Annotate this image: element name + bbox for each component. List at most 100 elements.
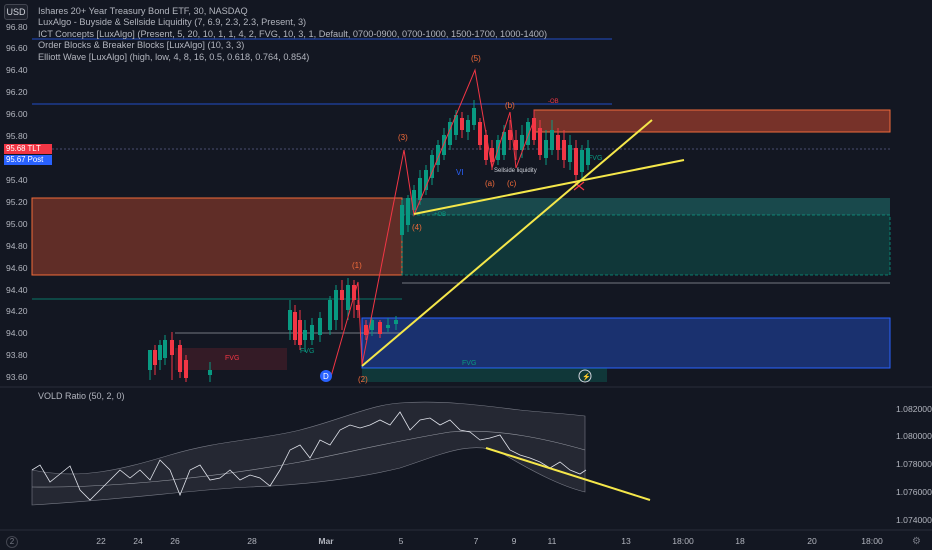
candle xyxy=(288,310,292,330)
price-axis-label: 96.40 xyxy=(6,65,28,75)
candle xyxy=(170,340,174,355)
zone-label: FVG xyxy=(588,155,602,162)
cross-marker xyxy=(573,181,585,191)
price-axis-label: 95.40 xyxy=(6,175,28,185)
candle xyxy=(148,350,152,370)
candle xyxy=(158,345,162,360)
candle xyxy=(356,305,360,310)
candle xyxy=(400,205,404,235)
settings-icon[interactable]: ⚙ xyxy=(912,536,921,547)
candle xyxy=(574,148,578,175)
candle xyxy=(514,140,518,150)
time-axis-label: 9 xyxy=(511,536,517,546)
candle xyxy=(448,122,452,145)
zone-label: +OB xyxy=(434,212,446,218)
price-tag: 95.67 Post xyxy=(4,155,52,165)
wave-label: VI xyxy=(456,168,464,177)
bearish-ob-zone xyxy=(533,109,891,133)
price-axis-label: 96.80 xyxy=(6,22,28,32)
candle xyxy=(178,345,182,372)
price-axis-label: 94.00 xyxy=(6,328,28,338)
candle xyxy=(556,135,560,150)
wave-label: (c) xyxy=(507,179,517,188)
time-axis-label: 11 xyxy=(547,536,557,546)
vold-line xyxy=(31,411,587,501)
legend-symbol[interactable]: Ishares 20+ Year Treasury Bond ETF, 30, … xyxy=(38,6,248,16)
indicator-axis-label: 1.082000 xyxy=(896,404,932,414)
time-axis-label: 24 xyxy=(133,536,143,546)
candle xyxy=(472,108,476,125)
candle xyxy=(478,122,482,145)
indicator-axis-label: 1.076000 xyxy=(896,487,932,497)
wave-label: (2) xyxy=(358,375,368,384)
price-axis-label: 95.00 xyxy=(6,219,28,229)
time-axis-label: Mar xyxy=(318,536,334,546)
candle xyxy=(436,145,440,165)
timezone-icon[interactable]: 2 xyxy=(6,536,18,548)
order-block-zone xyxy=(31,197,403,276)
candle xyxy=(430,155,434,178)
trendline xyxy=(361,119,653,367)
candle xyxy=(424,170,428,190)
fvg-zone xyxy=(402,198,890,215)
currency-badge[interactable]: USD xyxy=(4,4,28,20)
candle xyxy=(580,150,584,172)
zone-label: -OB xyxy=(548,99,559,105)
candle xyxy=(454,115,458,135)
candle xyxy=(532,118,536,140)
indicator-trendline xyxy=(485,447,651,501)
band-basis xyxy=(31,430,586,488)
candle xyxy=(484,135,488,160)
candle xyxy=(318,318,322,335)
time-axis-label: 7 xyxy=(473,536,479,546)
time-axis-label: 13 xyxy=(621,536,631,546)
candle xyxy=(298,320,302,345)
legend-indicator-orderblocks[interactable]: Order Blocks & Breaker Blocks [LuxAlgo] … xyxy=(38,40,245,51)
indicator-axis-label: 1.080000 xyxy=(896,431,932,441)
candle xyxy=(184,360,188,378)
legend-indicator-elliott[interactable]: Elliott Wave [LuxAlgo] (high, low, 4, 8,… xyxy=(38,51,310,62)
legend-indicator-ict[interactable]: ICT Concepts [LuxAlgo] (Present, 5, 20, … xyxy=(38,28,548,39)
candle xyxy=(153,350,157,365)
candle xyxy=(442,135,446,155)
candle xyxy=(208,370,212,375)
time-axis-label: 26 xyxy=(170,536,180,546)
candle xyxy=(538,128,542,155)
bullish-ob-zone xyxy=(361,317,891,369)
time-axis-label: 28 xyxy=(247,536,257,546)
price-axis-label: 94.60 xyxy=(6,263,28,273)
price-axis-label: 96.60 xyxy=(6,43,28,53)
price-axis-label: 96.00 xyxy=(6,109,28,119)
zone-label: Sellside liquidity xyxy=(494,168,537,174)
candle xyxy=(303,330,307,340)
price-tag: 95.68 TLT xyxy=(4,144,52,154)
zone-label: FVG xyxy=(300,348,314,355)
candle xyxy=(346,285,350,310)
indicator-axis-label: 1.078000 xyxy=(896,459,932,469)
indicator-title[interactable]: VOLD Ratio (50, 2, 0) xyxy=(38,391,125,401)
candle xyxy=(520,135,524,150)
candle xyxy=(310,325,314,340)
candle xyxy=(586,148,590,165)
candle xyxy=(418,178,422,200)
legend-indicator-liquidity[interactable]: LuxAlgo - Buyside & Sellside Liquidity (… xyxy=(38,17,307,28)
candle xyxy=(370,320,374,330)
candle xyxy=(386,325,390,328)
candle xyxy=(568,145,572,162)
trendline xyxy=(413,159,685,215)
price-axis-label: 94.20 xyxy=(6,306,28,316)
chart-legend: Ishares 20+ Year Treasury Bond ETF, 30, … xyxy=(38,6,547,63)
zone-label: FVG xyxy=(225,355,239,362)
candle xyxy=(508,130,512,140)
zone-label: FVG xyxy=(462,360,476,367)
time-axis-label: 18:00 xyxy=(861,536,883,546)
elliott-wave-path xyxy=(329,68,535,381)
dividend-icon xyxy=(320,370,332,382)
fvg-zone xyxy=(362,368,607,382)
candle xyxy=(340,290,344,300)
fvg-zone xyxy=(401,214,891,276)
wave-label: (5) xyxy=(471,54,481,63)
time-axis-label: 5 xyxy=(398,536,404,546)
candle xyxy=(466,120,470,132)
